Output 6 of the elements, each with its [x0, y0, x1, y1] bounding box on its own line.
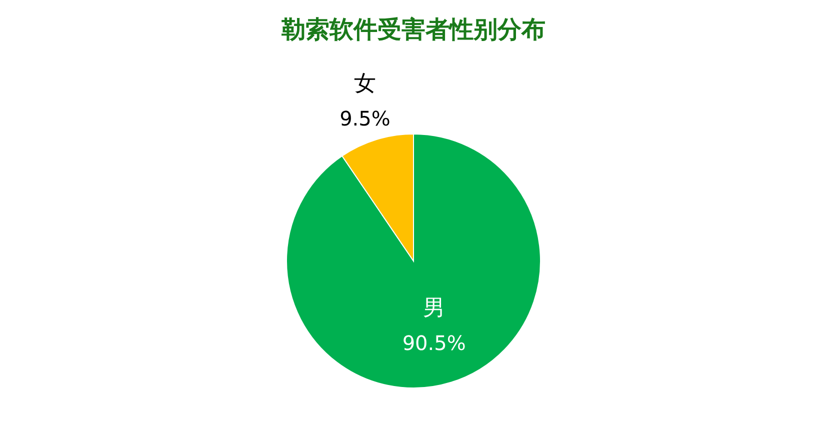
pie-slice — [286, 134, 541, 388]
data-label: 90.5% — [402, 330, 466, 355]
slice-label: 男 — [423, 296, 446, 321]
data-label: 9.5% — [340, 106, 390, 130]
slice-label: 女 — [354, 71, 376, 96]
chart-title: 勒索软件受害者性别分布 — [280, 15, 546, 44]
